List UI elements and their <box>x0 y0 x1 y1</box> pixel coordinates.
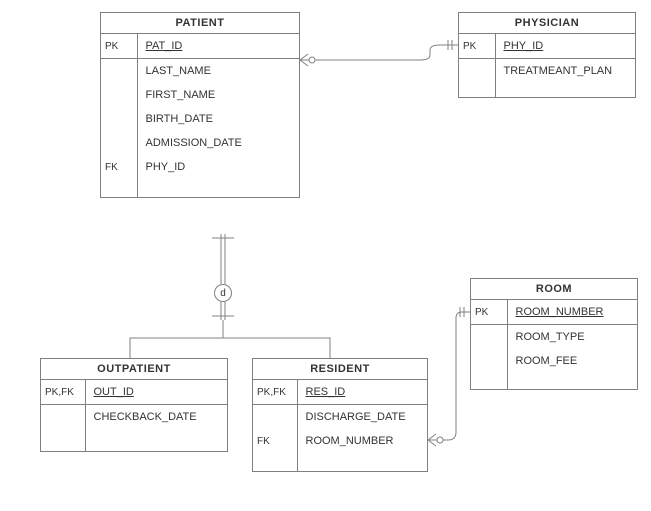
entity-resident: RESIDENT PK,FKRES_ID DISCHARGE_DATE FKRO… <box>252 358 428 472</box>
key-cell: PK <box>459 34 495 59</box>
key-cell <box>471 349 507 373</box>
attr-cell: DISCHARGE_DATE <box>297 405 427 430</box>
attr-cell: ROOM_TYPE <box>507 325 637 350</box>
entity-room: ROOM PKROOM_NUMBER ROOM_TYPE ROOM_FEE <box>470 278 638 390</box>
disjoint-symbol: d <box>214 284 232 302</box>
entity-physician: PHYSICIAN PKPHY_ID TREATMEANT_PLAN <box>458 12 636 98</box>
key-cell: PK <box>471 300 507 325</box>
attr-cell: BIRTH_DATE <box>137 107 299 131</box>
key-cell: FK <box>101 155 137 179</box>
key-cell <box>459 59 495 84</box>
key-cell <box>41 405 85 430</box>
entity-title: PATIENT <box>101 13 299 34</box>
attr-cell: FIRST_NAME <box>137 83 299 107</box>
key-cell: PK,FK <box>253 380 297 405</box>
key-cell: PK,FK <box>41 380 85 405</box>
attr-cell: TREATMEANT_PLAN <box>495 59 635 84</box>
key-cell: FK <box>253 429 297 453</box>
entity-title: ROOM <box>471 279 637 300</box>
attr-cell: PHY_ID <box>137 155 299 179</box>
entity-title: PHYSICIAN <box>459 13 635 34</box>
key-cell <box>101 59 137 84</box>
entity-title: OUTPATIENT <box>41 359 227 380</box>
er-diagram-canvas: PATIENT PKPAT_ID LAST_NAME FIRST_NAME BI… <box>0 0 651 511</box>
entity-patient: PATIENT PKPAT_ID LAST_NAME FIRST_NAME BI… <box>100 12 300 198</box>
attr-cell: ROOM_NUMBER <box>507 300 637 325</box>
attr-cell: PHY_ID <box>495 34 635 59</box>
entity-outpatient: OUTPATIENT PK,FKOUT_ID CHECKBACK_DATE <box>40 358 228 452</box>
attr-cell: ADMISSION_DATE <box>137 131 299 155</box>
attr-cell: RES_ID <box>297 380 427 405</box>
key-cell <box>101 83 137 107</box>
key-cell <box>101 131 137 155</box>
attr-cell: LAST_NAME <box>137 59 299 84</box>
key-cell <box>471 325 507 350</box>
attr-cell: PAT_ID <box>137 34 299 59</box>
attr-cell: ROOM_NUMBER <box>297 429 427 453</box>
disjoint-label: d <box>220 288 226 299</box>
key-cell <box>253 405 297 430</box>
key-cell <box>101 107 137 131</box>
key-cell: PK <box>101 34 137 59</box>
attr-cell: CHECKBACK_DATE <box>85 405 227 430</box>
attr-cell: OUT_ID <box>85 380 227 405</box>
attr-cell: ROOM_FEE <box>507 349 637 373</box>
entity-title: RESIDENT <box>253 359 427 380</box>
